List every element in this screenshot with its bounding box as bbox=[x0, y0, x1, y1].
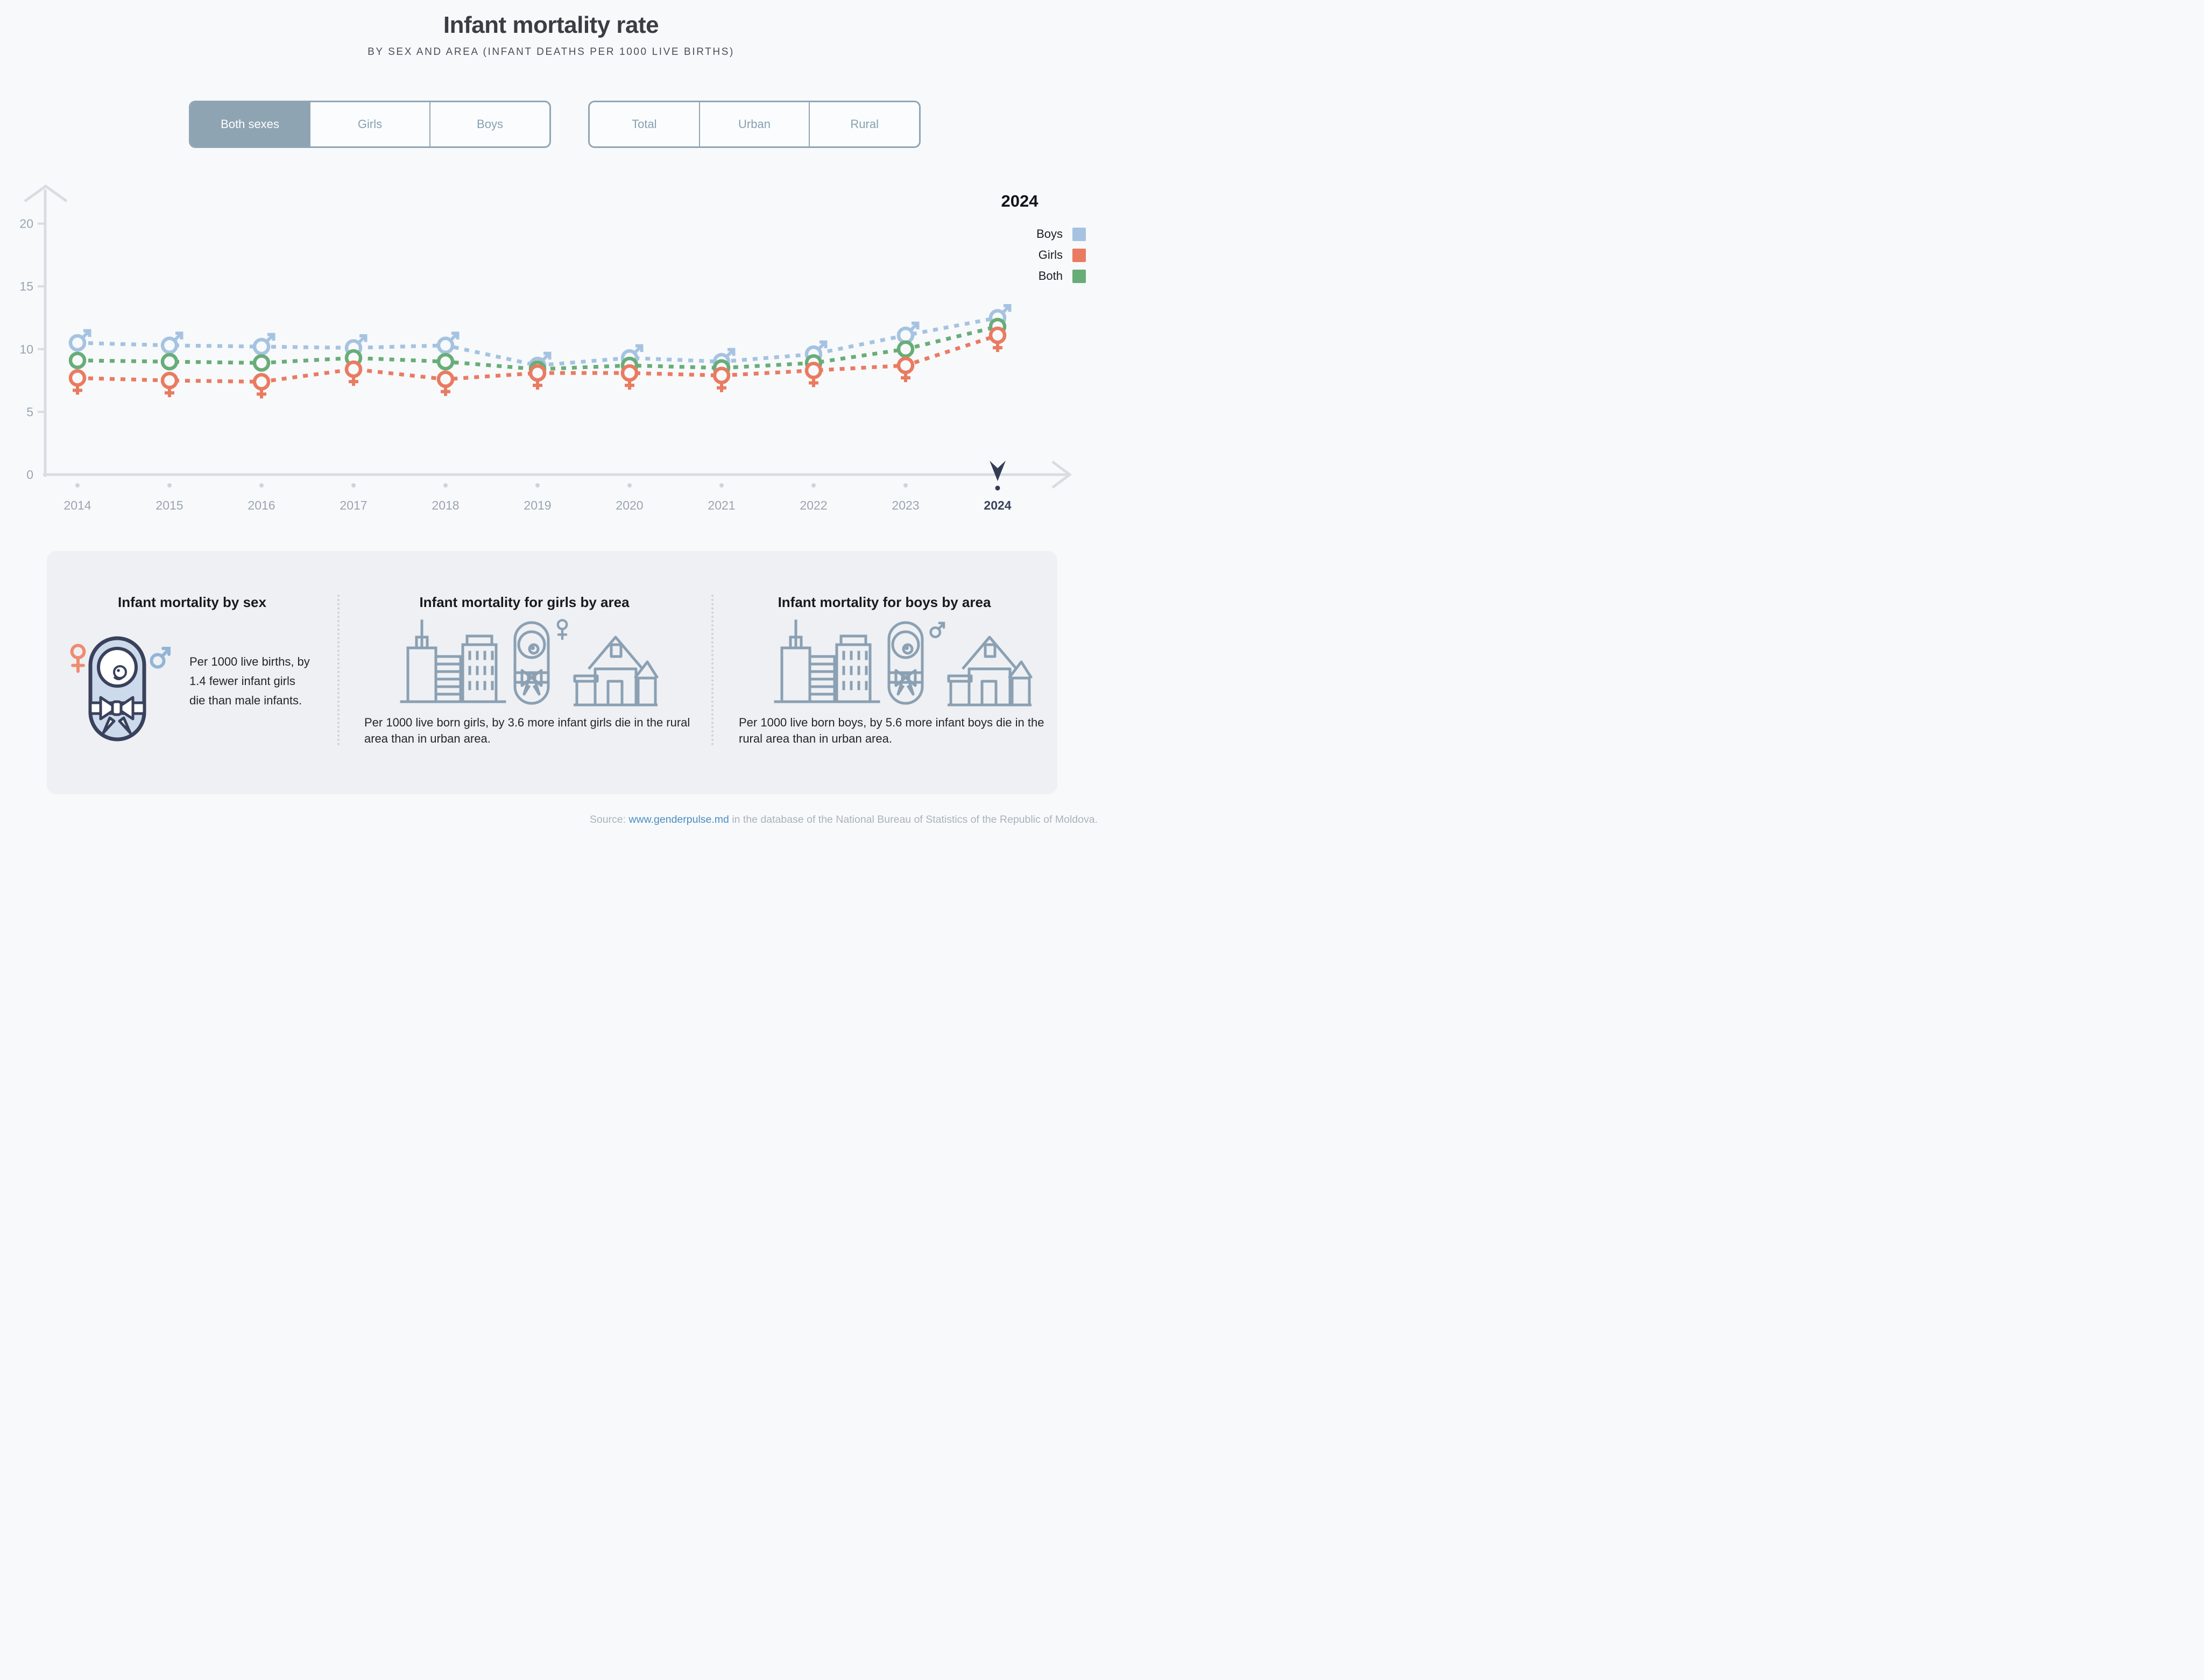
toggle-girls[interactable]: Girls bbox=[309, 102, 429, 146]
male-symbol-icon bbox=[150, 641, 171, 672]
legend-item-both: Both bbox=[969, 269, 1086, 283]
highlight-year-marker: 2024 bbox=[984, 461, 1012, 512]
svg-text:2024: 2024 bbox=[984, 498, 1011, 512]
legend-swatch-girls bbox=[1072, 248, 1086, 262]
female-symbol-icon bbox=[555, 619, 569, 645]
svg-text:15: 15 bbox=[19, 279, 33, 293]
rural-house-icon bbox=[946, 629, 1033, 709]
svg-text:2021: 2021 bbox=[708, 498, 735, 512]
svg-text:2022: 2022 bbox=[800, 498, 827, 512]
series-boys bbox=[68, 304, 1012, 375]
toggle-both-sexes[interactable]: Both sexes bbox=[190, 102, 309, 146]
rural-house-icon bbox=[573, 629, 659, 709]
legend-label-both: Both bbox=[1038, 269, 1063, 283]
series-both bbox=[68, 317, 1007, 378]
toggle-rural[interactable]: Rural bbox=[809, 102, 919, 146]
legend-item-boys: Boys bbox=[969, 227, 1086, 241]
swaddled-baby-icon bbox=[886, 620, 925, 709]
legend-label-girls: Girls bbox=[1038, 248, 1063, 262]
sex-toggle-group: Both sexes Girls Boys bbox=[189, 101, 551, 148]
card-text-girls-area: Per 1000 live born girls, by 3.6 more in… bbox=[364, 716, 690, 745]
card-text-boys-area: Per 1000 live born boys, by 5.6 more inf… bbox=[739, 716, 1044, 745]
svg-text:2023: 2023 bbox=[892, 498, 919, 512]
swaddled-baby-icon bbox=[86, 634, 148, 747]
svg-text:2016: 2016 bbox=[248, 498, 275, 512]
legend-year: 2024 bbox=[1001, 192, 1039, 210]
female-symbol-icon bbox=[68, 644, 88, 678]
card-title-girls-area: Infant mortality for girls by area bbox=[419, 594, 630, 610]
card-divider-2 bbox=[711, 595, 714, 745]
toggle-urban[interactable]: Urban bbox=[698, 102, 809, 146]
card-title-sex: Infant mortality by sex bbox=[118, 594, 266, 610]
svg-text:20: 20 bbox=[19, 217, 33, 231]
svg-text:2017: 2017 bbox=[340, 498, 367, 512]
card-title-boys-area: Infant mortality for boys by area bbox=[778, 594, 991, 610]
y-axis: 0 5 10 15 20 bbox=[19, 184, 68, 482]
legend: 2024 Boys Girls Both bbox=[969, 192, 1086, 283]
source-prefix: Source: bbox=[589, 814, 629, 825]
source-link[interactable]: www.genderpulse.md bbox=[628, 814, 729, 825]
source-line: Source: www.genderpulse.md in the databa… bbox=[590, 814, 1098, 826]
legend-rows: Boys Girls Both bbox=[969, 227, 1086, 283]
info-cards-panel: Infant mortality by sex Infant mortality… bbox=[47, 551, 1057, 794]
svg-text:2020: 2020 bbox=[616, 498, 643, 512]
page-title: Infant mortality rate bbox=[443, 12, 659, 38]
legend-swatch-both bbox=[1072, 269, 1086, 283]
page: Infant mortality rate BY SEX AND AREA (I… bbox=[0, 0, 1102, 840]
page-subtitle: BY SEX AND AREA (INFANT DEATHS PER 1000 … bbox=[368, 46, 734, 58]
svg-text:10: 10 bbox=[19, 342, 33, 356]
card-divider-1 bbox=[337, 595, 340, 745]
swaddled-baby-icon bbox=[512, 620, 551, 709]
svg-text:2018: 2018 bbox=[432, 498, 459, 512]
legend-item-girls: Girls bbox=[969, 248, 1086, 262]
svg-text:0: 0 bbox=[26, 468, 33, 482]
city-buildings-icon bbox=[399, 618, 507, 707]
header: Infant mortality rate BY SEX AND AREA (I… bbox=[0, 12, 1102, 58]
area-toggle-group: Total Urban Rural bbox=[588, 101, 921, 148]
city-buildings-icon bbox=[773, 618, 881, 707]
legend-label-boys: Boys bbox=[1036, 227, 1063, 241]
card-text-sex: Per 1000 live births, by 1.4 fewer infan… bbox=[189, 655, 310, 707]
toggle-total[interactable]: Total bbox=[590, 102, 699, 146]
svg-text:2014: 2014 bbox=[63, 498, 91, 512]
toggle-boys[interactable]: Boys bbox=[429, 102, 549, 146]
legend-swatch-boys bbox=[1072, 227, 1086, 241]
source-suffix: in the database of the National Bureau o… bbox=[729, 814, 1098, 825]
series-girls bbox=[68, 326, 1007, 399]
x-axis: 2014 2015 2016 2017 2018 2019 2020 2021 2022 2023… bbox=[43, 461, 1072, 512]
male-symbol-icon bbox=[929, 618, 945, 641]
svg-text:2019: 2019 bbox=[524, 498, 551, 512]
svg-text:5: 5 bbox=[26, 405, 33, 419]
svg-text:2015: 2015 bbox=[156, 498, 183, 512]
